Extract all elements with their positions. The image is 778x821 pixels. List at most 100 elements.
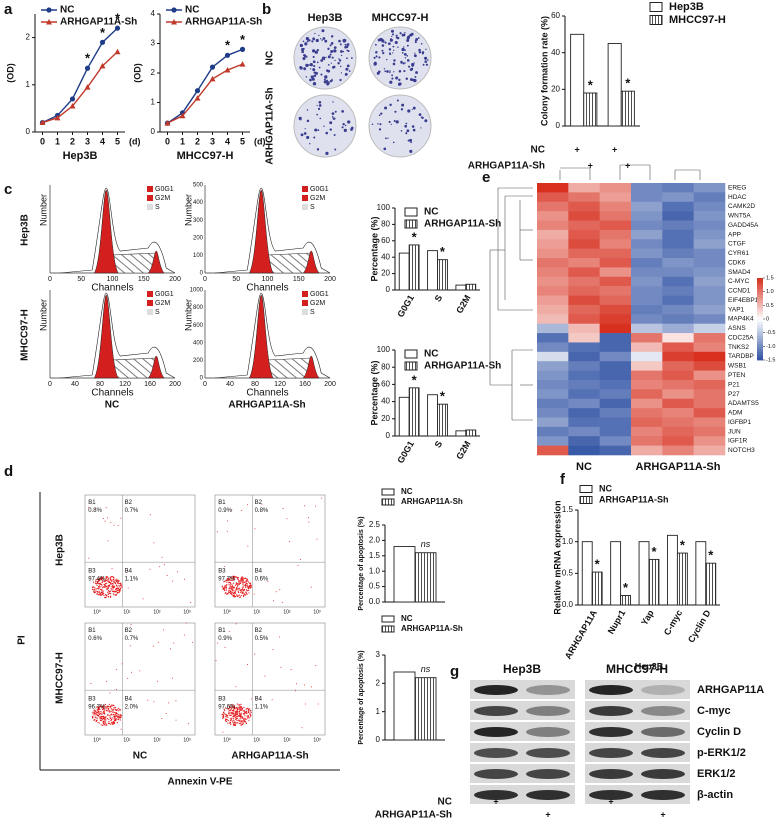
event: [149, 568, 151, 570]
event: [239, 720, 241, 723]
colony: [333, 46, 337, 49]
panel-letter: c: [4, 181, 12, 198]
bar: [455, 284, 467, 291]
row-label: ADAMTS5: [728, 400, 759, 407]
event: [242, 710, 244, 712]
event: [236, 713, 239, 715]
column-label: Hep3B: [308, 12, 343, 24]
hist-x-label: Channels: [91, 388, 133, 399]
event: [101, 587, 104, 589]
y-tick-label: 40: [381, 252, 390, 261]
event: [229, 705, 231, 707]
heat-cell: [599, 361, 632, 371]
x-tick-label: Cyclin D: [686, 608, 713, 645]
colony: [409, 138, 413, 142]
colony: [376, 71, 380, 75]
event: [238, 579, 240, 582]
colony: [403, 53, 407, 56]
event: [117, 718, 119, 721]
event: [106, 718, 109, 720]
heat-cell: [568, 276, 600, 287]
blot-band: [474, 685, 518, 695]
y-axis-label: Colony formation rate (%): [539, 16, 549, 126]
heat-cell: [599, 201, 632, 212]
y-tick-label: 0: [556, 121, 561, 130]
heat-cell: [693, 276, 726, 287]
event: [101, 589, 103, 591]
event: [108, 577, 110, 579]
event: [311, 686, 313, 688]
protein-label: p-ERK1/2: [697, 747, 746, 759]
blot-band: [641, 769, 685, 779]
y-tick-label: 2.0: [369, 536, 381, 545]
event: [100, 719, 102, 722]
legend-marker: [46, 19, 52, 25]
heat-cell: [568, 389, 600, 400]
heat-cell: [599, 276, 632, 287]
heat-cell: [662, 417, 694, 428]
colony: [389, 71, 391, 74]
colony: [341, 126, 344, 129]
colony: [386, 58, 388, 61]
x-axis-label: Hep3B: [63, 150, 98, 162]
colorbar-step: [757, 335, 763, 339]
event: [242, 588, 244, 590]
event: [230, 719, 233, 721]
colony: [310, 75, 314, 79]
hist-x-tick: 120: [274, 381, 286, 388]
colony: [375, 55, 378, 58]
event: [228, 591, 230, 593]
significance: *: [588, 77, 594, 92]
heat-cell: [631, 201, 663, 212]
colony: [377, 123, 379, 125]
event: [237, 590, 239, 592]
colorbar-step: [757, 324, 763, 328]
event: [127, 677, 129, 679]
event: [118, 584, 120, 587]
event: [103, 580, 105, 582]
event: [243, 721, 245, 723]
event: [235, 713, 237, 715]
bar: [695, 541, 707, 606]
event: [173, 642, 175, 644]
hist-legend-swatch: [302, 300, 308, 306]
event: [159, 566, 161, 568]
event: [239, 719, 241, 722]
colony: [392, 62, 396, 66]
row-label: ARHGAP11A-Sh: [265, 87, 276, 164]
colony: [299, 43, 303, 48]
hist-g2m: [302, 355, 320, 379]
colony: [407, 109, 411, 113]
event: [272, 600, 274, 602]
event: [93, 710, 96, 712]
colorbar-step: [757, 294, 763, 298]
event: [107, 586, 109, 588]
hist-legend-label: G0G1: [155, 186, 174, 193]
event: [95, 579, 97, 581]
colony: [424, 60, 428, 63]
quadrant-name: B2: [125, 500, 133, 506]
event: [105, 585, 107, 587]
quadrant-name: B4: [255, 696, 263, 702]
row-label: WSB1: [728, 363, 747, 370]
column-group-label: ARHGAP11A-Sh: [636, 461, 721, 473]
heat-cell: [599, 323, 632, 334]
colorbar-step: [757, 291, 763, 295]
heat-cell: [568, 426, 600, 437]
x-tick-label: 0: [165, 136, 170, 146]
event: [246, 578, 248, 580]
row-label: GADD45A: [728, 222, 759, 229]
y-tick-label: 60: [381, 380, 390, 389]
event: [118, 579, 120, 582]
event: [129, 645, 131, 647]
colony: [311, 40, 314, 43]
event: [107, 591, 109, 593]
colony: [393, 49, 395, 52]
colony: [320, 73, 323, 76]
event: [234, 721, 236, 723]
colony: [398, 69, 402, 73]
series-line: [167, 63, 243, 124]
colony: [312, 68, 316, 72]
colony: [388, 48, 392, 51]
event: [112, 711, 114, 714]
